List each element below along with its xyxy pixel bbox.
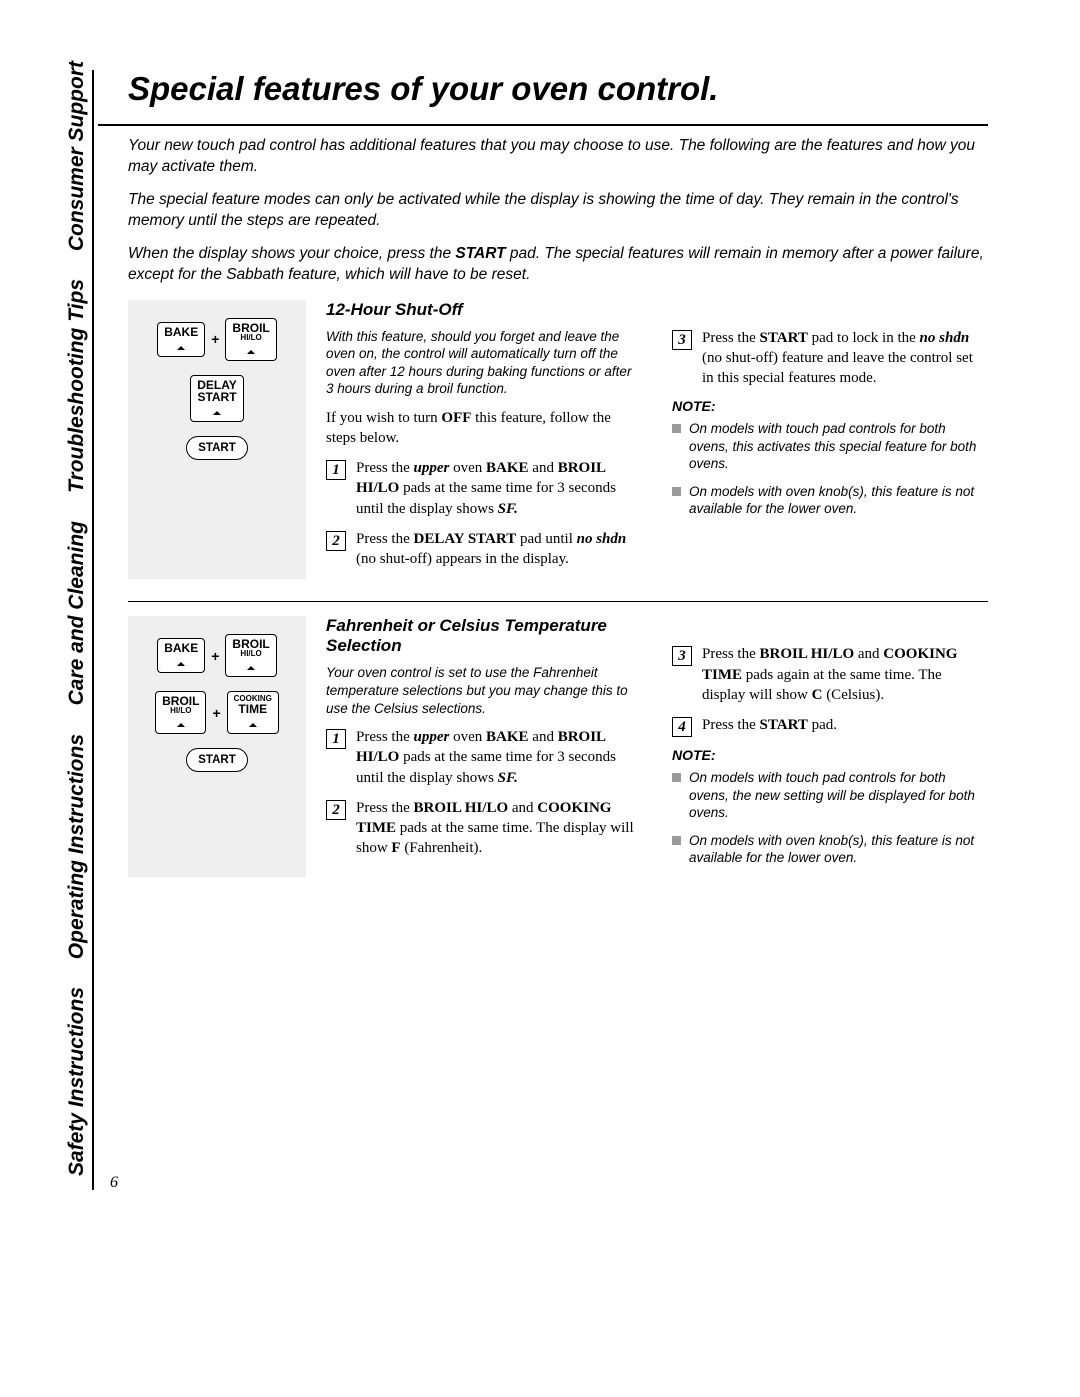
step-number-4: 4 [672, 717, 692, 737]
illustration-fc: BAKE + BROILHI/LO BROILHI/LO + COOKINGTI… [128, 616, 306, 876]
pad-bake: BAKE [157, 322, 205, 357]
plus-icon: + [211, 331, 219, 347]
plus-icon-2: + [211, 648, 219, 664]
section2-col2: 3 Press the BROIL HI/LO and COOKING TIME… [672, 616, 988, 876]
section1-col1: 12-Hour Shut-Off With this feature, shou… [326, 300, 642, 580]
intro-p3: When the display shows your choice, pres… [128, 244, 988, 286]
step-number-1b: 1 [326, 729, 346, 749]
pad-broil-hilo-2: BROILHI/LO [225, 634, 276, 677]
pad-broil-hilo-3: BROILHI/LO [155, 691, 206, 734]
step-number-1: 1 [326, 460, 346, 480]
sidebar-tabs: Consumer Support Troubleshooting Tips Ca… [62, 70, 94, 1190]
tab-troubleshooting: Troubleshooting Tips [65, 265, 89, 507]
pad-bake-2: BAKE [157, 638, 205, 673]
pad-start-oval: START [186, 436, 247, 460]
page-title: Special features of your oven control. [128, 70, 988, 108]
section2-bullet2: On models with oven knob(s), this featur… [672, 832, 988, 867]
tab-care-cleaning: Care and Cleaning [65, 507, 89, 719]
pad-cooking-time: COOKINGTIME [227, 691, 279, 734]
section2-lede: Your oven control is set to use the Fahr… [326, 664, 642, 717]
page-number: 6 [110, 1174, 118, 1192]
section2-title: Fahrenheit or Celsius Temperature Select… [326, 616, 642, 656]
section1-step3: 3 Press the START pad to lock in the no … [672, 328, 988, 389]
step-number-2b: 2 [326, 800, 346, 820]
plus-icon-3: + [212, 705, 220, 721]
pad-broil-hilo: BROILHI/LO [225, 318, 276, 361]
section2-step3: 3 Press the BROIL HI/LO and COOKING TIME… [672, 644, 988, 705]
section2-step4: 4 Press the START pad. [672, 715, 988, 737]
intro-p2: The special feature modes can only be ac… [128, 190, 988, 232]
tab-operating: Operating Instructions [65, 720, 89, 973]
section1-lede: With this feature, should you forget and… [326, 328, 642, 398]
section1-step2: 2 Press the DELAY START pad until no shd… [326, 529, 642, 570]
section1-col2: 3 Press the START pad to lock in the no … [672, 300, 988, 580]
section2-bullet1: On models with touch pad controls for bo… [672, 769, 988, 822]
section1-intro: If you wish to turn OFF this feature, fo… [326, 408, 642, 449]
pad-start-oval-2: START [186, 748, 247, 772]
title-rule [98, 124, 988, 126]
step-number-2: 2 [326, 531, 346, 551]
section1-bullet1: On models with touch pad controls for bo… [672, 420, 988, 473]
section2-step1: 1 Press the upper oven BAKE and BROIL HI… [326, 727, 642, 788]
tab-consumer-support: Consumer Support [65, 47, 89, 265]
section-divider [128, 601, 988, 602]
section2-col1: Fahrenheit or Celsius Temperature Select… [326, 616, 642, 876]
section1-note-heading: NOTE: [672, 398, 988, 414]
tab-safety: Safety Instructions [65, 973, 89, 1190]
intro-block: Your new touch pad control has additiona… [128, 136, 988, 286]
step-number-3b: 3 [672, 646, 692, 666]
step-number-3: 3 [672, 330, 692, 350]
section2-note-heading: NOTE: [672, 747, 988, 763]
section1-bullet2: On models with oven knob(s), this featur… [672, 483, 988, 518]
section2-step2: 2 Press the BROIL HI/LO and COOKING TIME… [326, 798, 642, 859]
intro-p1: Your new touch pad control has additiona… [128, 136, 988, 178]
illustration-12hr: BAKE + BROILHI/LO DELAYSTART START [128, 300, 306, 580]
section-fc: BAKE + BROILHI/LO BROILHI/LO + COOKINGTI… [128, 616, 988, 876]
section1-step1: 1 Press the upper oven BAKE and BROIL HI… [326, 458, 642, 519]
pad-delay-start: DELAYSTART [190, 375, 244, 422]
section-12hr: BAKE + BROILHI/LO DELAYSTART START 12-Ho… [128, 300, 988, 580]
section1-title: 12-Hour Shut-Off [326, 300, 642, 320]
page-content: Special features of your oven control. Y… [98, 70, 988, 877]
